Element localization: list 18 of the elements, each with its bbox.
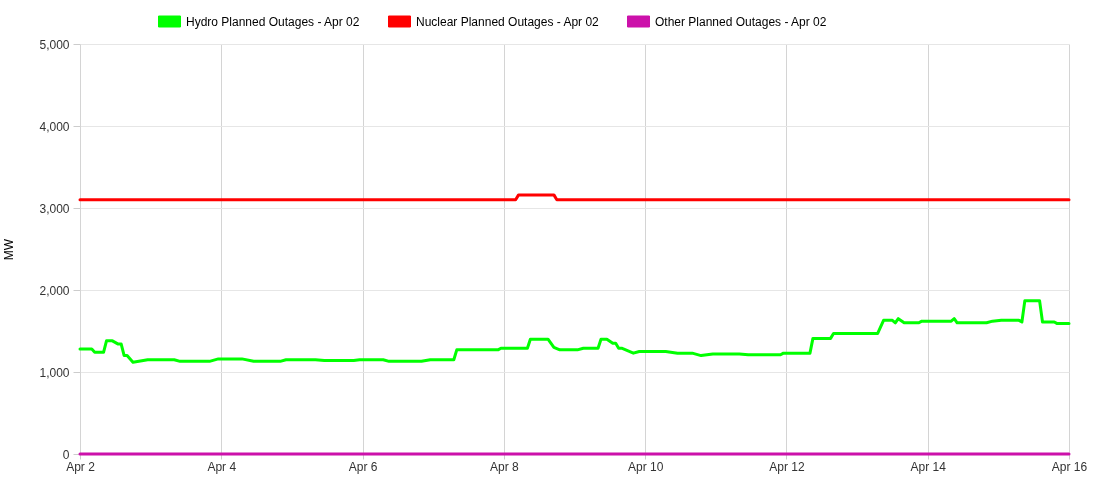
x-tick-label: Apr 16: [1051, 459, 1088, 474]
y-tick-label: 0: [62, 447, 70, 462]
y-axis-title: MW: [1, 238, 16, 261]
y-tick-label: 4,000: [39, 119, 70, 134]
x-tick-label: Apr 4: [207, 459, 237, 474]
y-tick-label: 2,000: [39, 283, 70, 298]
x-tick-label: Apr 10: [627, 459, 664, 474]
x-tick-label: Apr 12: [769, 459, 805, 474]
legend-label: Nuclear Planned Outages - Apr 02: [416, 14, 600, 29]
x-tick-label: Apr 6: [348, 459, 378, 474]
y-tick-label: 3,000: [39, 201, 70, 216]
y-tick-label: 5,000: [39, 37, 70, 52]
legend-label: Other Planned Outages - Apr 02: [655, 14, 827, 29]
y-tick-label: 1,000: [39, 365, 70, 380]
x-tick-label: Apr 8: [490, 459, 520, 474]
legend-label: Hydro Planned Outages - Apr 02: [186, 14, 360, 29]
x-tick-label: Apr 2: [66, 459, 96, 474]
x-tick-label: Apr 14: [910, 459, 947, 474]
